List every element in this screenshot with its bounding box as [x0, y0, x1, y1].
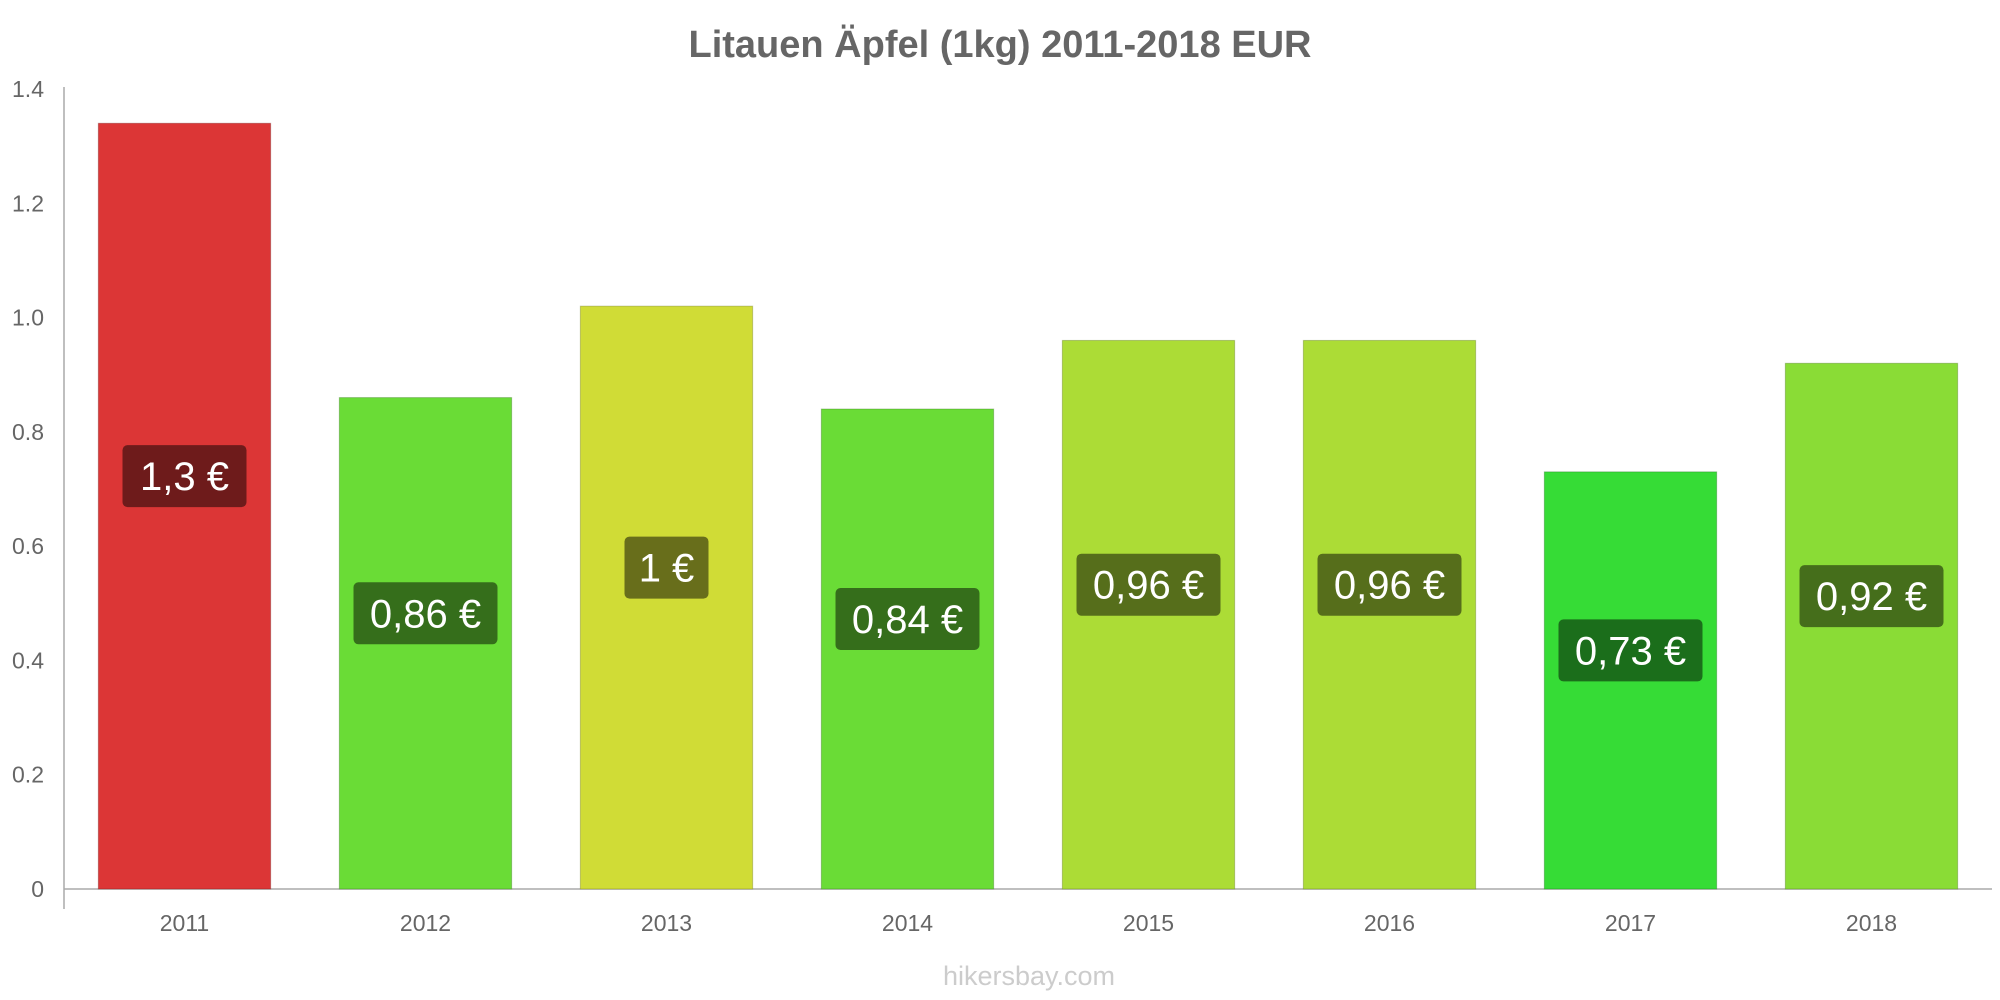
data-label: 0,86 €	[370, 592, 481, 636]
bars	[97, 122, 1959, 890]
data-label: 1,3 €	[140, 455, 229, 499]
y-tick-label: 1.4	[12, 76, 44, 102]
chart-title: Litauen Äpfel (1kg) 2011-2018 EUR	[689, 23, 1312, 66]
y-tick-label: 0.2	[12, 762, 44, 788]
x-tick-label: 2011	[160, 910, 209, 936]
data-label-badge	[353, 582, 498, 645]
data-label-badge	[1076, 553, 1221, 616]
data-label-badge	[1558, 619, 1703, 682]
data-label: 0,96 €	[1093, 564, 1204, 608]
watermark: hikersbay.com	[943, 961, 1115, 991]
y-tick-label: 1.2	[12, 190, 44, 216]
x-tick-label: 2013	[641, 910, 692, 936]
y-tick-label: 0.4	[12, 647, 44, 673]
data-label: 0,96 €	[1334, 564, 1445, 608]
y-tick-label: 1.0	[12, 305, 44, 331]
data-label-badge	[1799, 565, 1944, 628]
x-axis: 2011 2012 2013 2014 2015 2016 2017 2018	[64, 888, 1992, 936]
y-axis: 0 0.2 0.4 0.6 0.8 1.0 1.2 1.4	[12, 76, 65, 909]
data-label-badge	[624, 536, 709, 599]
x-tick-label: 2016	[1364, 910, 1415, 936]
x-tick-label: 2012	[400, 910, 451, 936]
y-tick-label: 0.8	[12, 419, 44, 445]
x-tick-label: 2015	[1123, 910, 1174, 936]
data-label: 0,73 €	[1575, 629, 1686, 673]
y-tick-label: 0.6	[12, 533, 44, 559]
data-label: 1 €	[639, 547, 695, 591]
data-labels: 1,3 € 0,86 € 1 € 0,84 € 0,96 € 0,96 € 0,73 € 0,…	[122, 445, 1944, 682]
x-tick-label: 2014	[882, 910, 933, 936]
data-label: 0,84 €	[852, 598, 963, 642]
x-tick-label: 2018	[1846, 910, 1897, 936]
data-label-badge	[122, 445, 247, 508]
data-label-badge	[835, 588, 980, 650]
data-label: 0,92 €	[1816, 575, 1927, 619]
data-label-badge	[1317, 553, 1462, 616]
x-tick-label: 2017	[1605, 910, 1656, 936]
y-tick-label: 0	[31, 876, 44, 902]
